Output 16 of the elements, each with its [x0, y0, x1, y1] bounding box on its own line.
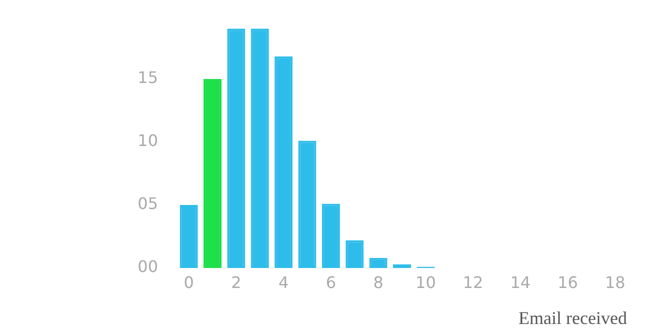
- x-tick-label: 2: [231, 272, 242, 292]
- x-tick-label: 10: [416, 272, 436, 292]
- y-tick-label: 10: [138, 131, 158, 150]
- x-tick-label: 4: [278, 272, 289, 292]
- x-tick-label: 16: [558, 272, 578, 292]
- x-axis-title: Email received: [518, 308, 627, 328]
- x-tick-label: 18: [604, 272, 626, 292]
- y-tick-label: 00: [138, 257, 158, 276]
- x-tick-label: 14: [510, 272, 531, 292]
- y-tick-label: 05: [138, 194, 158, 214]
- x-tick-label: 0: [184, 272, 194, 292]
- bar: [393, 264, 411, 268]
- x-tick-label: 6: [326, 272, 336, 292]
- x-tick-label: 12: [462, 272, 484, 292]
- y-tick-label: 15: [138, 68, 158, 88]
- x-tick-label: 8: [373, 272, 384, 292]
